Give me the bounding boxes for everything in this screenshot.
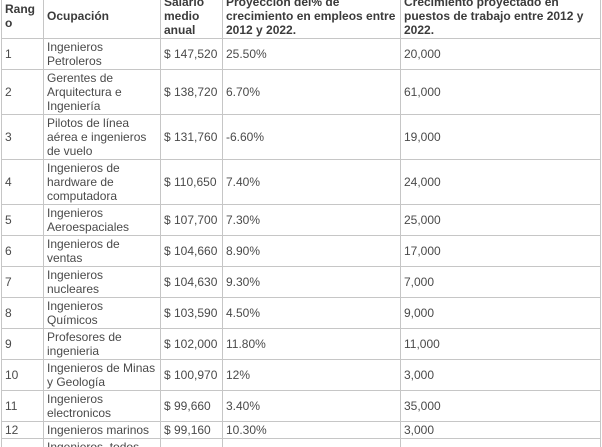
table-cell: $ 99,660: [160, 390, 223, 422]
table-cell: Ingenieros de ventas: [43, 235, 161, 267]
table-cell: 20,000: [400, 38, 601, 70]
table-cell: 11,000: [400, 328, 601, 360]
table-header: Rango Ocupación Salario medio anual Proy…: [1, 0, 601, 39]
table-cell: $ 99,160: [160, 421, 223, 439]
column-header-rango: Rango: [1, 0, 44, 39]
table-cell: Ingenieros Aeroespaciales: [43, 204, 161, 236]
table-cell: 25,000: [400, 204, 601, 236]
table-cell: 10: [1, 359, 44, 391]
table-row: 7 Ingenieros nucleares $ 104,630 9.30% 7,000: [1, 266, 601, 298]
table-cell: Ingenieros marinos: [43, 421, 161, 439]
table-cell: $ 103,590: [160, 297, 223, 329]
table-cell: 12: [1, 421, 44, 439]
table-cell: 7,000: [400, 266, 601, 298]
table-cell: 24,000: [400, 159, 601, 205]
table-row: 8 Ingenieros Químicos $ 103,590 4.50% 9,000: [1, 297, 601, 329]
table-cell: 8.90%: [222, 235, 401, 267]
table-row: 9 Profesores de ingenieria $ 102,000 11.80%…: [1, 328, 601, 360]
table-cell: $ 100,970: [160, 359, 223, 391]
table-cell: 9: [1, 328, 44, 360]
table-header-row: Rango Ocupación Salario medio anual Proy…: [1, 0, 601, 39]
table-cell: 7: [1, 266, 44, 298]
column-header-salario: Salario medio anual: [160, 0, 223, 39]
table-cell: 8: [1, 297, 44, 329]
table-row: 12 Ingenieros marinos $ 99,160 10.30% 3,000: [1, 421, 601, 439]
table-row: 10 Ingenieros de Minas y Geología $ 100,97…: [1, 359, 601, 391]
column-header-crecimiento-puestos: Crecimiento proyectado en puestos de tra…: [400, 0, 601, 39]
table-cell: 35,000: [400, 390, 601, 422]
table-cell: $ 107,700: [160, 204, 223, 236]
table-cell: 1: [1, 38, 44, 70]
table-cell: 6: [1, 235, 44, 267]
table-cell: 9.30%: [222, 266, 401, 298]
table-cell: 11.80%: [222, 328, 401, 360]
table-cell: Gerentes de Arquitectura e Ingeniería: [43, 69, 161, 115]
table-body: 1 Ingenieros Petroleros $ 147,520 25.50% 20,…: [1, 38, 601, 447]
table-cell: 6.70%: [222, 69, 401, 115]
table-row: 1 Ingenieros Petroleros $ 147,520 25.50% 20,…: [1, 38, 601, 70]
table-cell: 25.50%: [222, 38, 401, 70]
table-cell: $ 110,650: [160, 159, 223, 205]
table-cell: Ingenieros Químicos: [43, 297, 161, 329]
table-cell: 4: [1, 159, 44, 205]
table-cell: 3,000: [400, 421, 601, 439]
table-cell: 61,000: [400, 69, 601, 115]
table-cell: Ingenieros, todos los demás: [43, 438, 161, 447]
table-cell: 4.50%: [222, 297, 401, 329]
table-row: 11 Ingenieros electronicos $ 99,660 3.40% 35…: [1, 390, 601, 422]
table-cell: $ 147,520: [160, 38, 223, 70]
table-cell: 3.80%: [222, 438, 401, 447]
table-cell: 17,000: [400, 235, 601, 267]
table-cell: Ingenieros electronicos: [43, 390, 161, 422]
table-cell: Profesores de ingenieria: [43, 328, 161, 360]
table-cell: 30,000: [400, 438, 601, 447]
table-cell: 7.40%: [222, 159, 401, 205]
table-cell: 11: [1, 390, 44, 422]
table-cell: 5: [1, 204, 44, 236]
table-cell: 12%: [222, 359, 401, 391]
table-cell: $ 131,760: [160, 114, 223, 160]
table-row: 4 Ingenieros de hardware de computadora $ …: [1, 159, 601, 205]
table-cell: Ingenieros nucleares: [43, 266, 161, 298]
table-cell: 7.30%: [222, 204, 401, 236]
table-cell: 13: [1, 438, 44, 447]
table-cell: 10.30%: [222, 421, 401, 439]
table-cell: Pilotos de línea aérea e ingenieros de v…: [43, 114, 161, 160]
table-row: 3 Pilotos de línea aérea e ingenieros de …: [1, 114, 601, 160]
table-cell: $ 104,660: [160, 235, 223, 267]
table-cell: 3.40%: [222, 390, 401, 422]
table-cell: $ 104,630: [160, 266, 223, 298]
table-cell: 3: [1, 114, 44, 160]
table-cell: -6.60%: [222, 114, 401, 160]
table-cell: 2: [1, 69, 44, 115]
table-cell: 9,000: [400, 297, 601, 329]
table-cell: $ 96,350: [160, 438, 223, 447]
table-row: 6 Ingenieros de ventas $ 104,660 8.90% 17,00…: [1, 235, 601, 267]
table-cell: Ingenieros Petroleros: [43, 38, 161, 70]
table-cell: Ingenieros de hardware de computadora: [43, 159, 161, 205]
column-header-ocupacion: Ocupación: [43, 0, 161, 39]
table-cell: 19,000: [400, 114, 601, 160]
table-cell: Ingenieros de Minas y Geología: [43, 359, 161, 391]
table-row: 2 Gerentes de Arquitectura e Ingeniería $ …: [1, 69, 601, 115]
table-cell: 3,000: [400, 359, 601, 391]
table-cell: $ 102,000: [160, 328, 223, 360]
column-header-proyeccion-pct: Proyección del% de crecimiento en empleo…: [222, 0, 401, 39]
table-row: 13Ingenieros, todos los demás$ 96,3503.8…: [1, 438, 601, 447]
table-cell: $ 138,720: [160, 69, 223, 115]
table-row: 5 Ingenieros Aeroespaciales $ 107,700 7.30%…: [1, 204, 601, 236]
